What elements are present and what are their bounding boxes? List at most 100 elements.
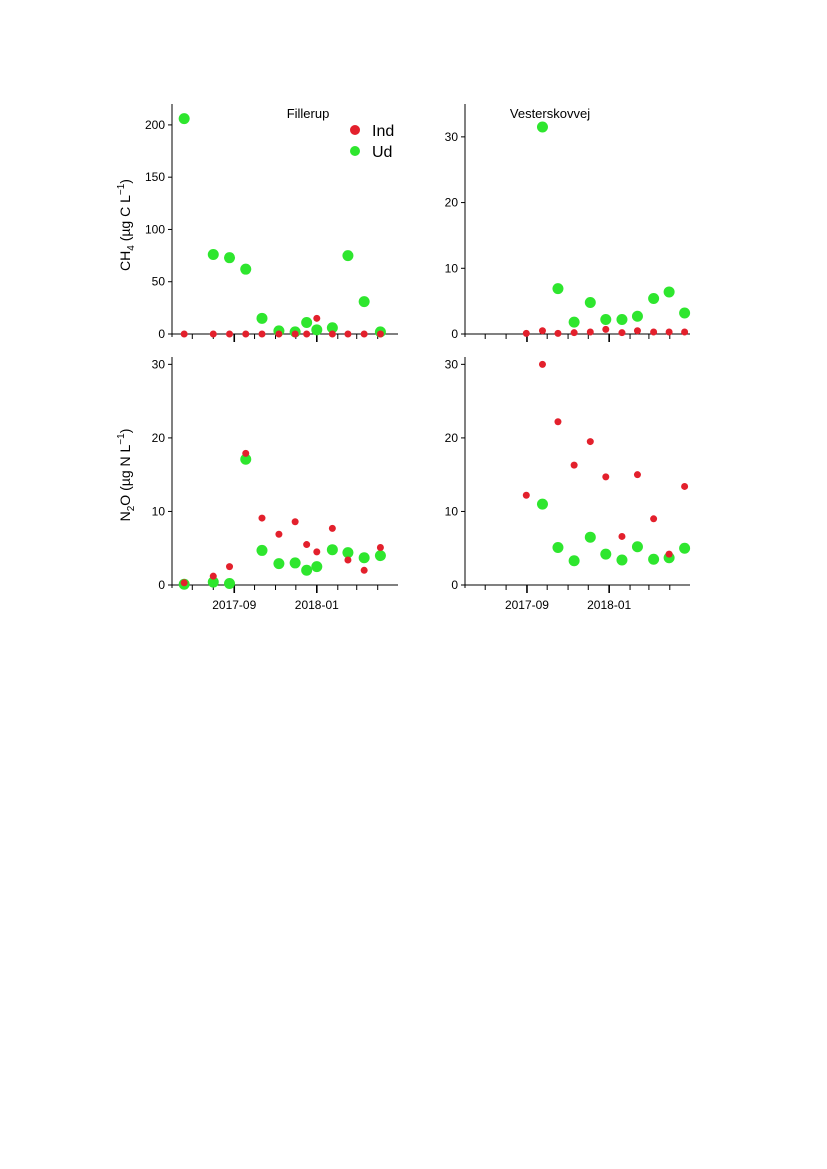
data-point-ind bbox=[291, 330, 299, 338]
x-tick-label: 2018-01 bbox=[295, 598, 339, 612]
data-point-ud bbox=[679, 542, 691, 554]
data-point-ud bbox=[301, 564, 313, 576]
data-point-ud bbox=[584, 531, 596, 543]
y-tick-label: 30 bbox=[445, 357, 459, 371]
data-point-ind bbox=[275, 330, 283, 338]
data-point-ud bbox=[207, 249, 219, 261]
data-point-ind bbox=[538, 360, 546, 368]
data-point-ind bbox=[650, 515, 658, 523]
data-point-ind bbox=[538, 327, 546, 335]
data-point-ind bbox=[303, 330, 311, 338]
data-point-ud bbox=[273, 558, 285, 570]
data-point-ud bbox=[326, 544, 338, 556]
y-tick-label: 20 bbox=[445, 196, 459, 210]
data-point-ud bbox=[240, 453, 252, 465]
data-point-ud bbox=[256, 312, 268, 324]
y-tick-label: 0 bbox=[158, 578, 165, 592]
y-tick-label: 10 bbox=[445, 504, 459, 518]
data-point-ind bbox=[242, 449, 250, 457]
data-point-ind bbox=[313, 314, 321, 322]
legend-marker-ud bbox=[350, 146, 360, 156]
y-tick-label: 100 bbox=[145, 222, 165, 236]
data-point-ind bbox=[209, 572, 217, 580]
y-tick-label: 20 bbox=[445, 431, 459, 445]
data-point-ind bbox=[376, 330, 384, 338]
data-point-ind bbox=[360, 330, 368, 338]
data-point-ind bbox=[618, 329, 626, 337]
data-point-ud bbox=[663, 286, 675, 298]
data-point-ind bbox=[554, 418, 562, 426]
data-point-ud bbox=[568, 555, 580, 567]
panel-vesterskovvej-n2o: 0 10 20 30 2017-09 2018-01 bbox=[445, 357, 691, 612]
data-point-ind bbox=[681, 482, 689, 490]
data-point-ind bbox=[328, 330, 336, 338]
data-point-ind bbox=[522, 491, 530, 499]
legend: Ind Ud bbox=[350, 123, 394, 161]
data-point-ud bbox=[600, 548, 612, 560]
data-point-ind bbox=[275, 530, 283, 538]
data-point-ud bbox=[224, 578, 236, 590]
data-point-ind bbox=[209, 330, 217, 338]
data-point-ind bbox=[570, 329, 578, 337]
data-point-ind bbox=[650, 328, 658, 336]
data-point-ud bbox=[301, 317, 313, 328]
data-point-ud bbox=[631, 541, 643, 553]
data-point-ud bbox=[536, 121, 548, 133]
data-point-ud bbox=[568, 316, 580, 328]
data-point-ind bbox=[242, 330, 250, 338]
data-point-ud bbox=[342, 547, 354, 559]
y-tick-label: 10 bbox=[445, 261, 459, 275]
data-point-ind bbox=[344, 556, 352, 564]
data-point-ud bbox=[552, 541, 564, 553]
data-point-ud bbox=[326, 322, 338, 334]
data-point-ind bbox=[633, 327, 641, 335]
panel-vesterskovvej-ch4: Vesterskovvej 0 10 20 30 bbox=[445, 104, 691, 342]
data-point-ind bbox=[313, 548, 321, 556]
legend-label-ud: Ud bbox=[372, 144, 392, 161]
data-point-ind bbox=[586, 328, 594, 336]
y-axis-title-ch4: CH4 (µg C L−1) bbox=[116, 179, 137, 271]
data-point-ind bbox=[291, 518, 299, 526]
data-point-ud bbox=[631, 310, 643, 322]
data-point-ind bbox=[665, 328, 673, 336]
data-point-ind bbox=[633, 471, 641, 479]
data-point-ud bbox=[600, 314, 612, 326]
data-point-ind bbox=[180, 330, 188, 338]
data-point-ud bbox=[616, 314, 628, 326]
y-tick-label: 30 bbox=[445, 130, 459, 144]
y-tick-label: 200 bbox=[145, 118, 165, 132]
data-point-ud bbox=[552, 283, 564, 295]
data-point-ud bbox=[536, 498, 548, 510]
data-point-ud bbox=[207, 576, 219, 588]
data-point-ind bbox=[665, 550, 673, 558]
y-tick-label: 30 bbox=[152, 357, 166, 371]
data-point-ud bbox=[256, 544, 268, 556]
data-point-ind bbox=[344, 330, 352, 338]
data-point-ud bbox=[648, 293, 660, 305]
data-point-ud bbox=[289, 557, 301, 569]
data-point-ind bbox=[258, 514, 266, 522]
panel-fillerup-n2o: 0 10 20 30 2017-09 2018-01 bbox=[152, 357, 398, 612]
y-tick-label: 0 bbox=[158, 327, 165, 341]
data-point-ind bbox=[226, 563, 234, 571]
data-point-ud bbox=[311, 324, 323, 336]
data-point-ud bbox=[374, 550, 386, 562]
data-point-ind bbox=[360, 566, 368, 574]
data-point-ind bbox=[681, 328, 689, 336]
y-tick-label: 150 bbox=[145, 170, 165, 184]
data-point-ind bbox=[554, 329, 562, 337]
data-point-ud bbox=[224, 252, 236, 264]
data-point-ind bbox=[602, 325, 610, 333]
data-point-ind bbox=[303, 541, 311, 549]
x-tick-label: 2017-09 bbox=[212, 598, 256, 612]
data-point-ud bbox=[240, 263, 252, 275]
y-tick-label: 0 bbox=[451, 327, 458, 341]
data-point-ind bbox=[226, 330, 234, 338]
data-point-ind bbox=[258, 330, 266, 338]
data-point-ind bbox=[522, 329, 530, 337]
y-tick-label: 20 bbox=[152, 431, 166, 445]
panel-fillerup-ch4: Fillerup Ind Ud 0 50 100 150 200 bbox=[145, 104, 398, 342]
legend-marker-ind bbox=[350, 125, 360, 135]
y-tick-label: 10 bbox=[152, 504, 166, 518]
